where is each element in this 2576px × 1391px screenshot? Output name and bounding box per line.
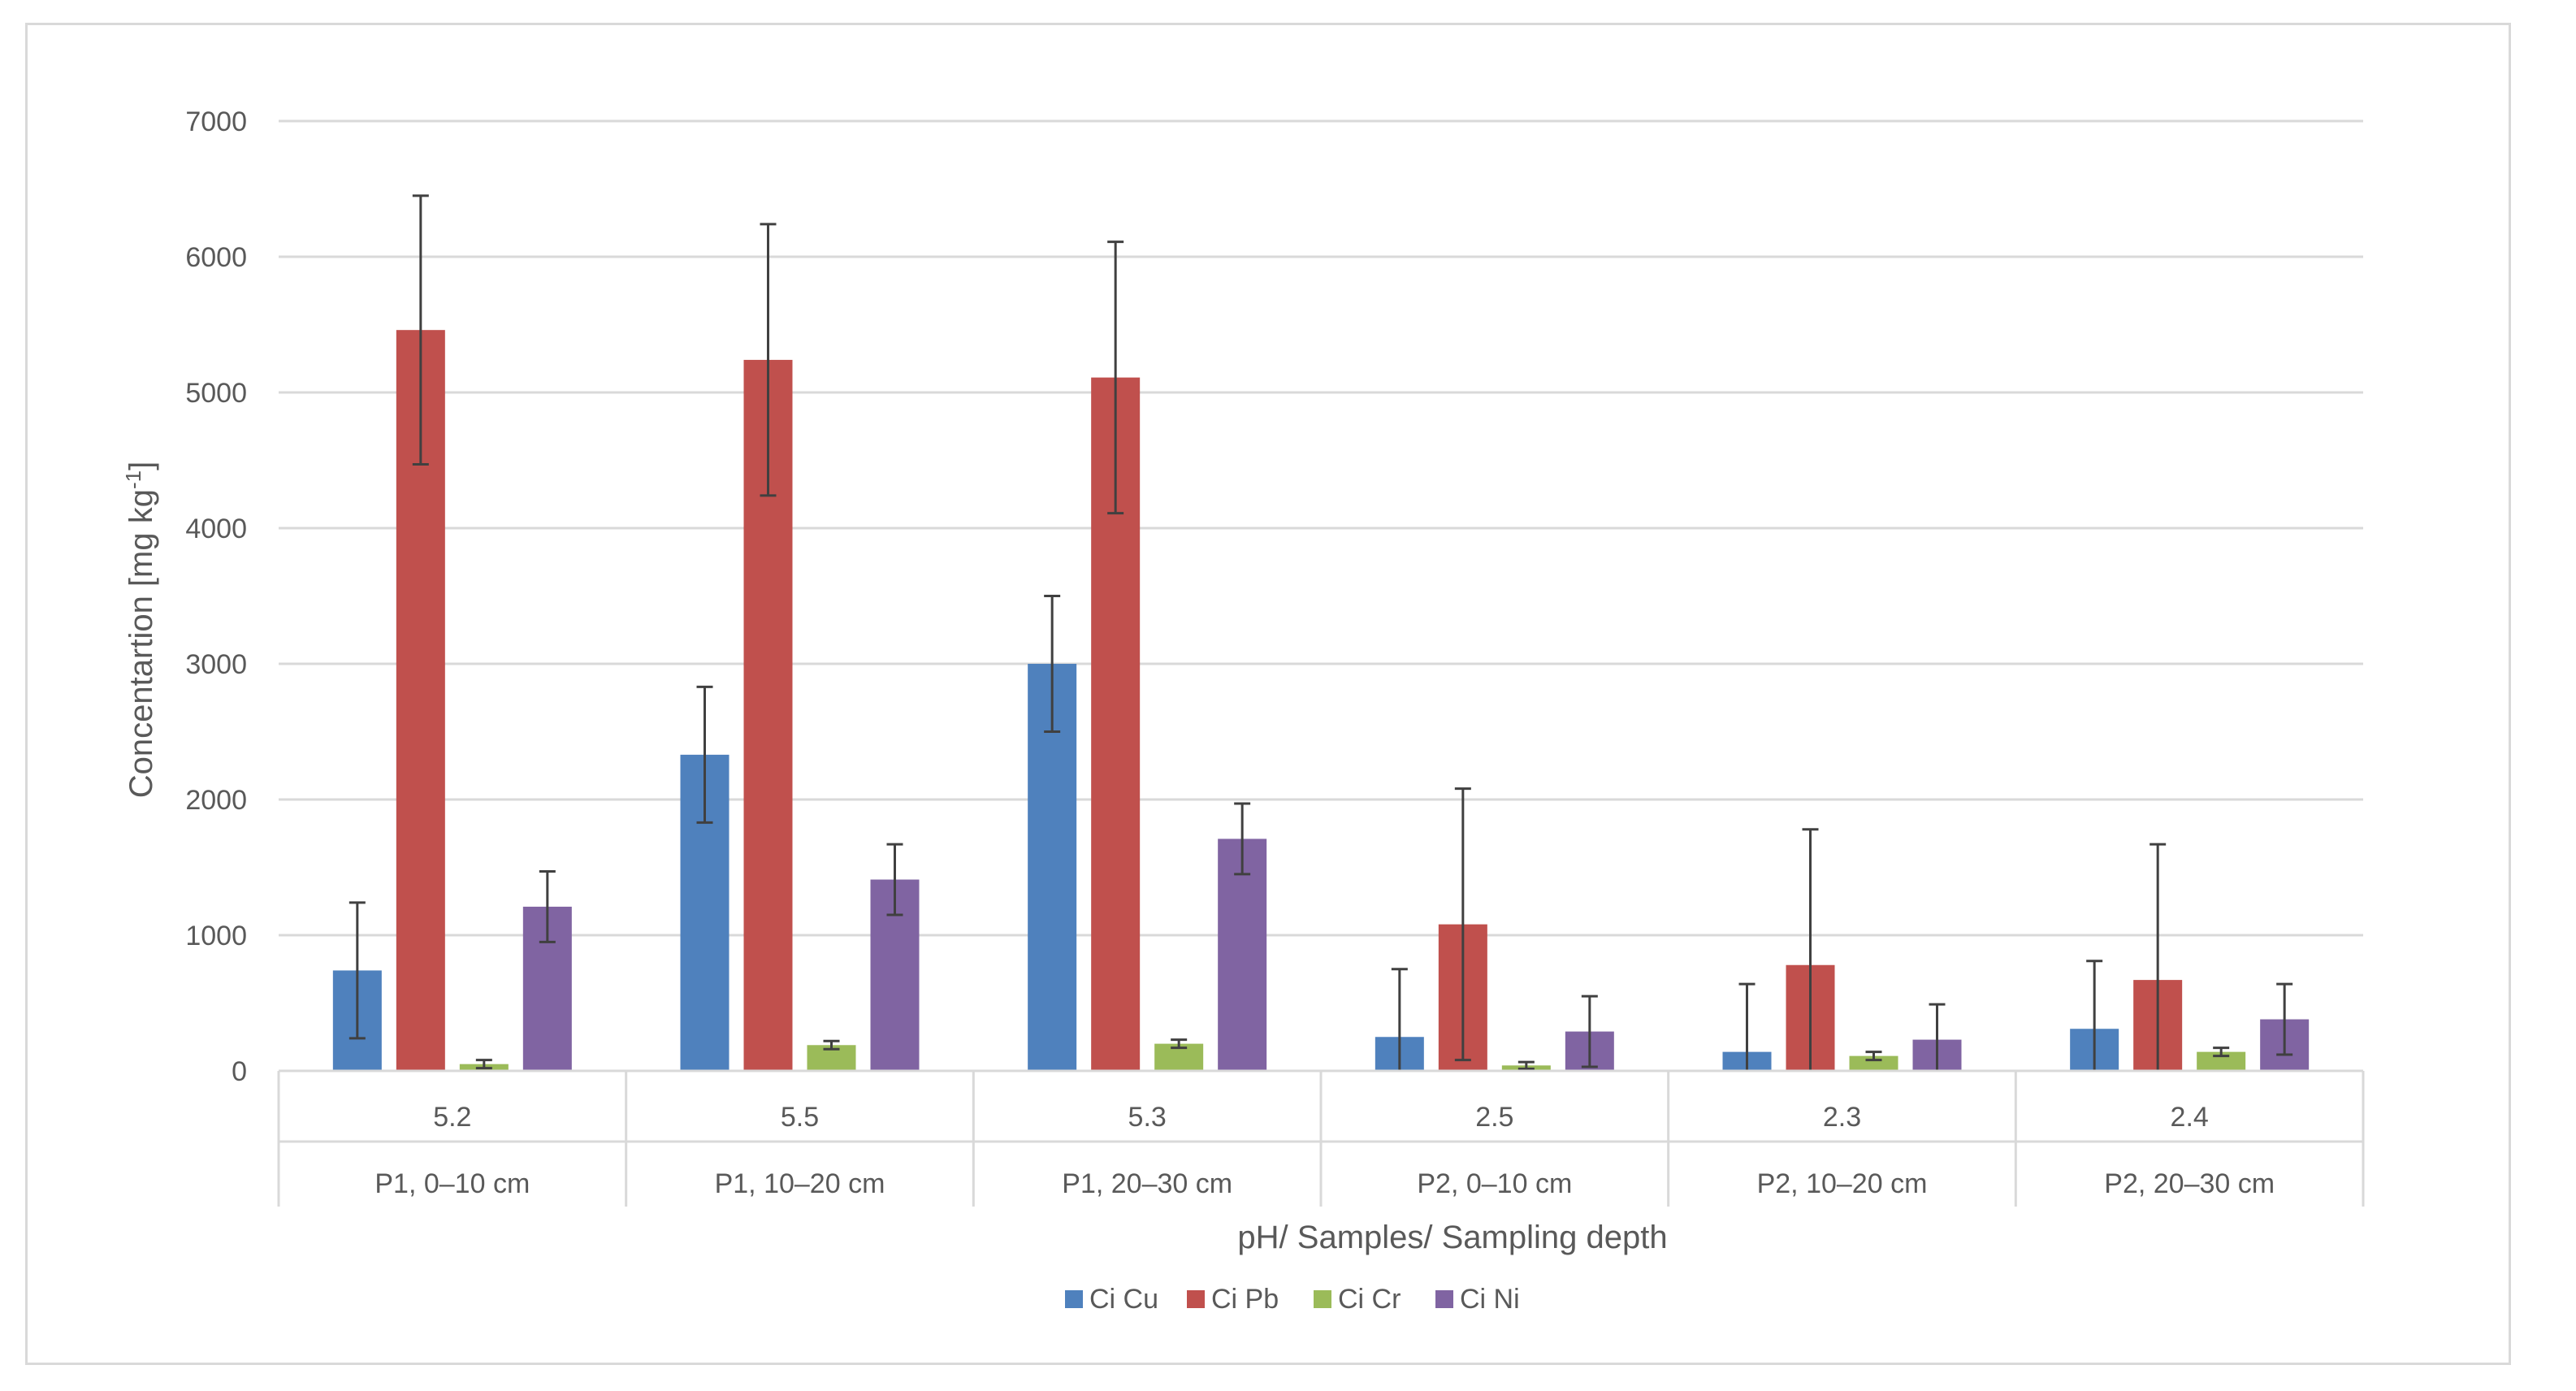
x-tick-label-sample: P1, 20–30 cm bbox=[1062, 1168, 1232, 1199]
legend-swatch bbox=[1187, 1290, 1205, 1308]
y-axis-title: Concentartion [mg kg-1] bbox=[121, 462, 159, 798]
x-tick-label-ph: 5.2 bbox=[433, 1102, 471, 1133]
bar bbox=[1849, 1055, 1898, 1071]
bar bbox=[2197, 1051, 2246, 1071]
y-tick-label: 6000 bbox=[185, 242, 247, 273]
y-tick-label: 2000 bbox=[185, 785, 247, 816]
x-tick-label-ph: 5.5 bbox=[781, 1102, 819, 1133]
x-axis-title: pH/ Samples/ Sampling depth bbox=[1237, 1220, 1667, 1255]
legend-label: Ci Ni bbox=[1460, 1284, 1520, 1315]
y-tick-label: 7000 bbox=[185, 106, 247, 137]
x-tick-label-sample: P1, 10–20 cm bbox=[715, 1168, 885, 1199]
axes: 0 1000 2000 3000 4000 5000 6000 7000 5.2 5.5 5.3 2.… bbox=[185, 106, 2365, 1207]
legend-label: Ci Cu bbox=[1089, 1284, 1158, 1315]
legend: Ci Cu Ci Pb Ci Cr Ci Ni bbox=[1065, 1284, 1520, 1315]
y-tick-label: 5000 bbox=[185, 378, 247, 409]
x-tick-label-ph: 2.4 bbox=[2171, 1102, 2209, 1133]
legend-swatch bbox=[1314, 1290, 1331, 1308]
y-tick-label: 4000 bbox=[185, 514, 247, 544]
x-tick-label-ph: 2.5 bbox=[1475, 1102, 1513, 1133]
y-tick-label: 3000 bbox=[185, 649, 247, 680]
x-tick-label-sample: P2, 0–10 cm bbox=[1417, 1168, 1572, 1199]
legend-swatch bbox=[1435, 1290, 1453, 1308]
gridlines bbox=[279, 119, 2363, 937]
x-tick-label-sample: P2, 20–30 cm bbox=[2104, 1168, 2275, 1199]
x-tick-label-ph: 5.3 bbox=[1128, 1102, 1167, 1133]
x-tick-label-sample: P1, 0–10 cm bbox=[374, 1168, 530, 1199]
legend-label: Ci Pb bbox=[1211, 1284, 1279, 1315]
x-tick-label-ph: 2.3 bbox=[1823, 1102, 1861, 1133]
bars bbox=[332, 194, 2310, 1072]
bar bbox=[1218, 838, 1267, 1071]
y-tick-label: 0 bbox=[232, 1056, 247, 1087]
legend-swatch bbox=[1065, 1290, 1083, 1308]
x-tick-label-sample: P2, 10–20 cm bbox=[1757, 1168, 1928, 1199]
legend-label: Ci Cr bbox=[1338, 1284, 1401, 1315]
y-tick-label: 1000 bbox=[185, 921, 247, 951]
